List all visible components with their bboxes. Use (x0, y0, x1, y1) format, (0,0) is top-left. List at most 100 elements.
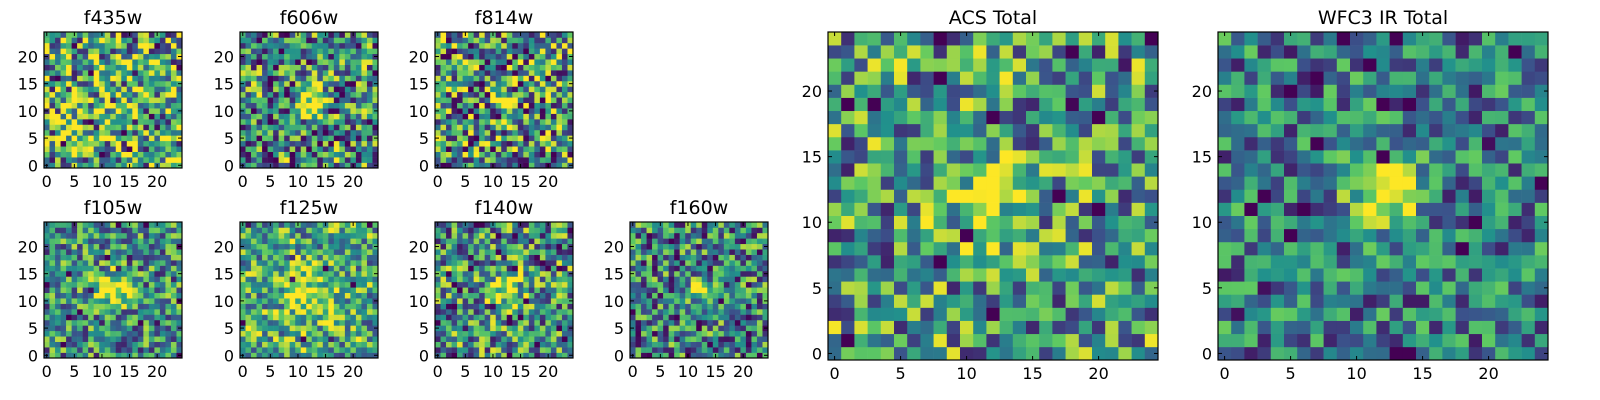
heatmap-cell (355, 140, 362, 147)
heatmap-cell (528, 309, 535, 315)
heatmap-cell (137, 352, 144, 359)
heatmap-cell (256, 151, 263, 158)
heatmap-cell (556, 37, 563, 44)
heatmap-cell (468, 281, 474, 288)
heatmap-cell (635, 347, 642, 353)
heatmap-cell (328, 135, 335, 142)
heatmap-cell (154, 232, 161, 239)
heatmap-cell (44, 140, 50, 147)
heatmap-cell (273, 97, 279, 104)
heatmap-cell (986, 255, 1000, 269)
heatmap-cell (350, 309, 357, 315)
heatmap-cell (366, 287, 373, 294)
heatmap-cell (66, 151, 72, 158)
heatmap-cell (512, 319, 519, 326)
heatmap-cell (567, 70, 574, 76)
heatmap-cell (674, 298, 680, 304)
heatmap-cell (165, 265, 172, 272)
heatmap-cell (550, 309, 557, 315)
heatmap-cell (468, 309, 474, 315)
heatmap-cell (251, 53, 257, 60)
heatmap-cell (729, 265, 736, 272)
heatmap-cell (170, 292, 177, 299)
heatmap-cell (126, 292, 133, 299)
heatmap-cell (729, 292, 736, 299)
heatmap-cell (328, 157, 335, 163)
heatmap-cell (99, 238, 106, 245)
heatmap-cell (256, 314, 263, 321)
heatmap-cell (907, 281, 921, 295)
heatmap-cell (550, 227, 557, 234)
heatmap-cell (159, 32, 166, 38)
heatmap-cell (1118, 202, 1132, 216)
heatmap-cell (718, 243, 725, 250)
heatmap-cell (1131, 241, 1146, 256)
heatmap-cell (490, 146, 497, 152)
heatmap-cell (148, 309, 155, 315)
heatmap-cell (517, 48, 524, 55)
heatmap-cell (545, 86, 552, 93)
heatmap-cell (462, 347, 469, 353)
heatmap-cell (484, 319, 491, 326)
heatmap-cell (440, 108, 447, 114)
heatmap-cell (690, 260, 697, 266)
heatmap-cell (159, 37, 166, 44)
heatmap-cell (451, 243, 458, 250)
heatmap-cell (170, 341, 177, 348)
heatmap-cell (328, 232, 335, 239)
heatmap-cell (284, 292, 290, 299)
heatmap-cell (1118, 307, 1132, 321)
heatmap-cell (115, 146, 122, 152)
y-tick-label: 5 (28, 129, 38, 148)
x-tick-label: 20 (538, 172, 558, 191)
heatmap-cell (284, 119, 290, 125)
heatmap-cell (251, 80, 257, 87)
heatmap-cell (170, 108, 177, 114)
heatmap-cell (690, 330, 697, 337)
heatmap-cell (506, 347, 513, 353)
heatmap-cell (49, 287, 56, 294)
heatmap-cell (77, 64, 83, 71)
heatmap-cell (468, 265, 474, 272)
heatmap-cell (333, 325, 340, 332)
heatmap-cell (751, 314, 758, 321)
heatmap-cell (1052, 215, 1066, 230)
heatmap-cell (751, 309, 758, 315)
heatmap-cell (49, 113, 56, 120)
heatmap-cell (696, 336, 703, 342)
heatmap-cell (99, 135, 106, 142)
heatmap-cell (355, 53, 362, 60)
heatmap-cell (322, 91, 329, 98)
heatmap-cell (894, 189, 908, 203)
heatmap-cell (240, 249, 246, 255)
heatmap-cell (484, 64, 491, 71)
heatmap-cell (545, 341, 552, 348)
heatmap-cell (468, 227, 474, 234)
heatmap-cell (77, 243, 83, 250)
heatmap-cell (1118, 333, 1132, 348)
heatmap-cell (159, 260, 166, 266)
heatmap-cell (366, 59, 373, 65)
heatmap-cell (556, 303, 563, 310)
heatmap-cell (159, 232, 166, 239)
heatmap-cell (1131, 268, 1146, 282)
heatmap-cell (93, 108, 100, 114)
heatmap-cell (44, 303, 50, 310)
heatmap-cell (256, 162, 263, 169)
heatmap-cell (289, 151, 296, 158)
heatmap-cell (66, 265, 72, 272)
heatmap-cell (284, 298, 290, 304)
heatmap-cell (366, 80, 373, 87)
heatmap-cell (734, 287, 741, 294)
heatmap-cell (679, 249, 686, 255)
heatmap-cell (1039, 346, 1053, 361)
heatmap-cell (457, 97, 463, 104)
heatmap-cell (1052, 268, 1066, 282)
heatmap-cell (1065, 320, 1080, 335)
heatmap-cell (262, 64, 268, 71)
heatmap-cell (278, 119, 285, 125)
heatmap-cell (501, 37, 508, 44)
heatmap-cell (567, 64, 574, 71)
heatmap-cell (685, 227, 692, 234)
